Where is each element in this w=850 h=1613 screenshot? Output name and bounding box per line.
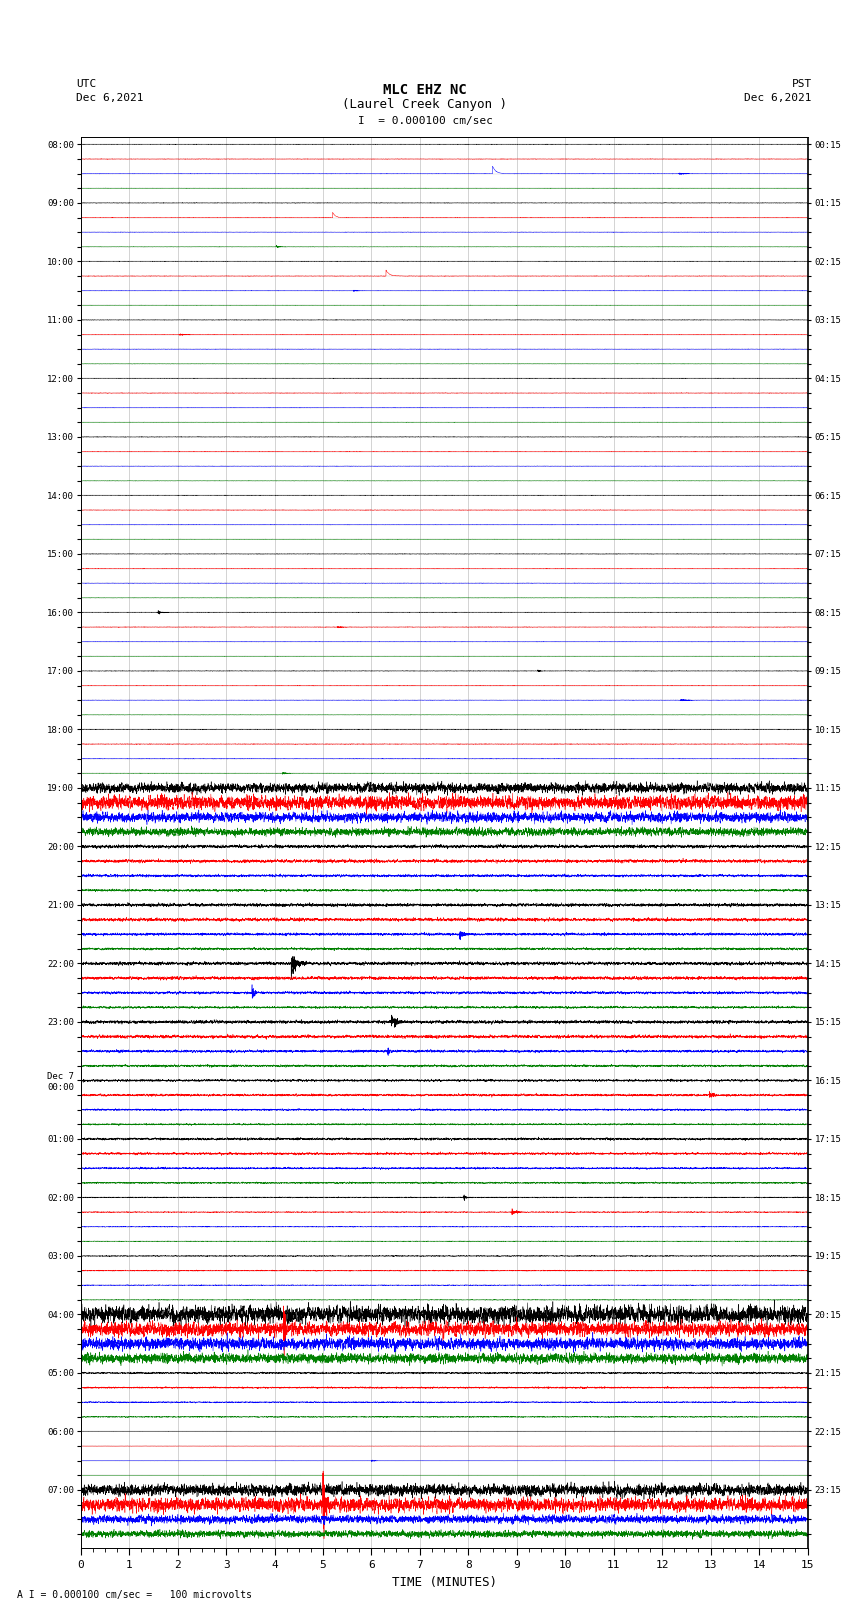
Text: MLC EHZ NC: MLC EHZ NC [383, 82, 467, 97]
Text: Dec 6,2021: Dec 6,2021 [76, 94, 144, 103]
Text: I  = 0.000100 cm/sec: I = 0.000100 cm/sec [358, 116, 492, 126]
Text: A I = 0.000100 cm/sec =   100 microvolts: A I = 0.000100 cm/sec = 100 microvolts [17, 1590, 252, 1600]
Text: (Laurel Creek Canyon ): (Laurel Creek Canyon ) [343, 98, 507, 111]
Text: PST: PST [791, 79, 812, 89]
X-axis label: TIME (MINUTES): TIME (MINUTES) [392, 1576, 496, 1589]
Text: Dec 6,2021: Dec 6,2021 [745, 94, 812, 103]
Text: UTC: UTC [76, 79, 97, 89]
